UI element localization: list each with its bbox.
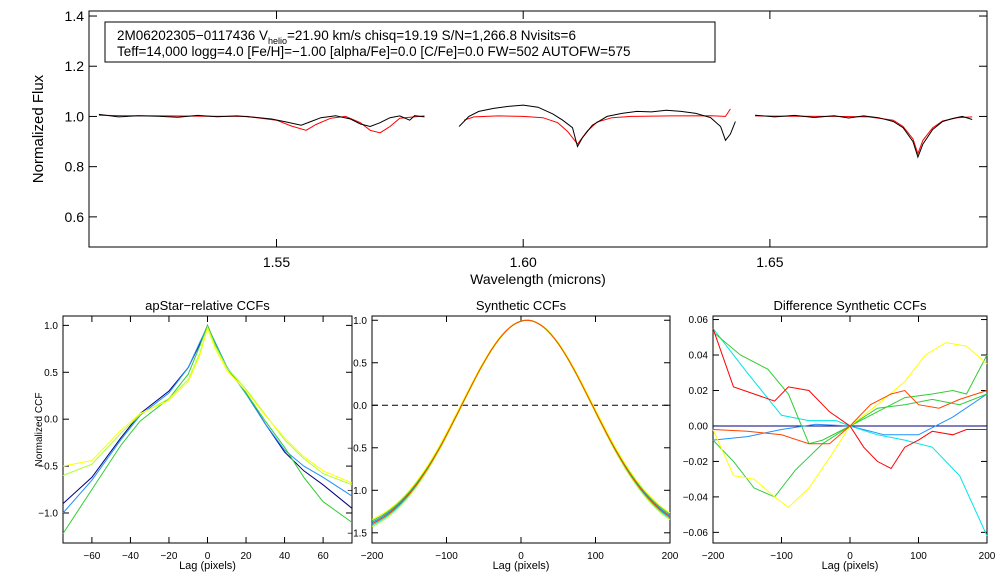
apstar-ccf-ytick-label: 0.5 (44, 368, 58, 379)
apstar-ccf-ytick-label: −1.0 (38, 508, 58, 519)
difference-ccf-ytick-label: −0.04 (683, 492, 709, 503)
synthetic-ccf-xtick-label: −200 (361, 551, 384, 562)
synthetic-ccf-ytick-label: 0.5 (353, 358, 367, 369)
synthetic-ccf-xlabel: Lag (pixels) (493, 560, 550, 572)
spectrum-xtick-label: 1.65 (756, 254, 783, 270)
synthetic-ccf-series-3 (371, 319, 671, 526)
info-line-1: 2M06202305−0117436 Vhelio=21.90 km/s chi… (117, 28, 576, 46)
spectrum-frame (88, 10, 988, 248)
synthetic-ccf-ytick-label: −1.5 (347, 528, 367, 539)
difference-ccf-ytick-label: −0.06 (683, 528, 709, 539)
synthetic-ccf-frame (371, 315, 671, 544)
difference-ccf-ytick-label: 0.04 (689, 351, 709, 362)
observed-spectrum-segment-2 (458, 104, 736, 148)
apstar-ccf-xtick-label: 0 (205, 551, 211, 562)
observed-spectrum-segment-3 (755, 114, 973, 159)
difference-ccf-series-8 (712, 389, 988, 445)
apstar-ccf-ytick-label: 0.0 (44, 415, 58, 426)
synthetic-ccf-series-7 (371, 319, 671, 525)
apstar-ccf-series-1 (62, 324, 353, 509)
apstar-ccf-series-4 (62, 325, 353, 486)
synthetic-ccf-ytick-label: −0.5 (347, 443, 367, 454)
difference-ccf-series-6 (712, 342, 988, 509)
synthetic-ccf-title: Synthetic CCFs (476, 298, 567, 313)
observed-spectrum-segment-1 (98, 113, 425, 128)
synthetic-ccf-xtick-label: 0 (518, 551, 524, 562)
difference-ccf-axes: −200 −100 0 100 200 −0.06 −0.04 −0.02 0.00 0.02 0.… (683, 298, 996, 572)
difference-ccf-series-5 (712, 393, 988, 498)
apstar-ccf-xtick-label: −20 (160, 551, 177, 562)
difference-ccf-ytick-label: 0.00 (689, 421, 709, 432)
apstar-ccf-xtick-label: 40 (279, 551, 291, 562)
synthetic-ccf-series-6 (371, 319, 671, 520)
info-box: 2M06202305−0117436 Vhelio=21.90 km/s chi… (104, 21, 716, 63)
spectrum-ytick-label: 1.4 (65, 8, 85, 24)
synthetic-ccf-series-4 (371, 319, 671, 522)
apstar-ccf-axes: −60 −40 −20 0 20 40 60 −1.0 −0.5 0.0 0.5 1.0 apStar−… (34, 298, 353, 572)
difference-ccf-xlabel: Lag (pixels) (822, 560, 879, 572)
difference-ccf-xtick-label: 100 (910, 551, 927, 562)
apstar-ccf-ytick-label: 1.0 (44, 321, 58, 332)
apstar-ccf-series-2 (62, 325, 353, 514)
spectrum-ytick-label: 1.0 (65, 108, 85, 124)
model-spectrum-segment-2 (463, 108, 731, 145)
synthetic-ccf-xtick-label: 200 (662, 551, 679, 562)
synthetic-ccf-series-1 (371, 319, 671, 525)
model-spectrum-segment-3 (755, 115, 973, 156)
difference-ccf-xtick-label: −100 (770, 551, 793, 562)
difference-ccf-series-7 (712, 328, 987, 470)
apstar-ccf-xtick-label: −60 (83, 551, 100, 562)
spectrum-xtick-label: 1.55 (263, 254, 290, 270)
synthetic-ccf-ytick-label: 1.0 (353, 316, 367, 327)
difference-ccf-frame (712, 315, 988, 544)
apstar-ccf-title: apStar−relative CCFs (145, 298, 270, 313)
synthetic-ccf-axes: −200 −100 0 100 200 −1.5 −1.0 −0.5 0.0 0.5 1.0 Synt… (347, 298, 679, 572)
difference-ccf-ytick-label: 0.02 (689, 386, 709, 397)
synthetic-ccf-series-2 (371, 319, 671, 523)
info-box-frame (104, 21, 716, 63)
synthetic-ccf-xtick-label: 100 (587, 551, 604, 562)
synthetic-ccf-ytick-label: −1.0 (347, 486, 367, 497)
apstar-ccf-ylabel: Normalized CCF (34, 393, 45, 467)
difference-ccf-ytick-label: −0.02 (683, 457, 709, 468)
charts-layer: 1.55 1.60 1.65 0.6 0.8 1.0 1.2 1.4 Wavelength (m… (30, 8, 996, 572)
spectrum-axes: 1.55 1.60 1.65 0.6 0.8 1.0 1.2 1.4 Wavelength (m… (30, 8, 988, 287)
spectrum-ytick-label: 0.6 (65, 209, 85, 225)
spectrum-xlabel: Wavelength (microns) (470, 271, 606, 287)
info-line-2: Teff=14,000 logg=4.0 [Fe/H]=−1.00 [alpha… (117, 44, 631, 59)
difference-ccf-ytick-label: 0.06 (689, 315, 709, 326)
apstar-ccf-frame (62, 315, 353, 544)
spectrum-ylabel: Normalized Flux (30, 74, 47, 183)
difference-ccf-series-4 (712, 331, 988, 445)
synthetic-ccf-ytick-label: 0.0 (353, 401, 367, 412)
difference-ccf-xtick-label: 0 (847, 551, 853, 562)
spectrum-ytick-label: 1.2 (65, 58, 85, 74)
apstar-ccf-xtick-label: 20 (240, 551, 252, 562)
spectrum-xtick-label: 1.60 (510, 254, 537, 270)
difference-ccf-xtick-label: 200 (979, 551, 996, 562)
difference-ccf-xtick-label: −200 (702, 551, 725, 562)
synthetic-ccf-series-5 (371, 319, 671, 528)
difference-ccf-title: Difference Synthetic CCFs (774, 298, 927, 313)
apstar-ccf-ytick-label: −0.5 (38, 462, 58, 473)
apstar-ccf-xtick-label: 60 (318, 551, 330, 562)
spectrum-ytick-label: 0.8 (65, 159, 85, 175)
apstar-ccf-xtick-label: −40 (122, 551, 139, 562)
synthetic-ccf-xtick-label: −100 (435, 551, 458, 562)
apstar-ccf-series-3 (62, 324, 353, 534)
apstar-ccf-series-5 (62, 326, 353, 484)
apstar-ccf-xlabel: Lag (pixels) (179, 560, 236, 572)
